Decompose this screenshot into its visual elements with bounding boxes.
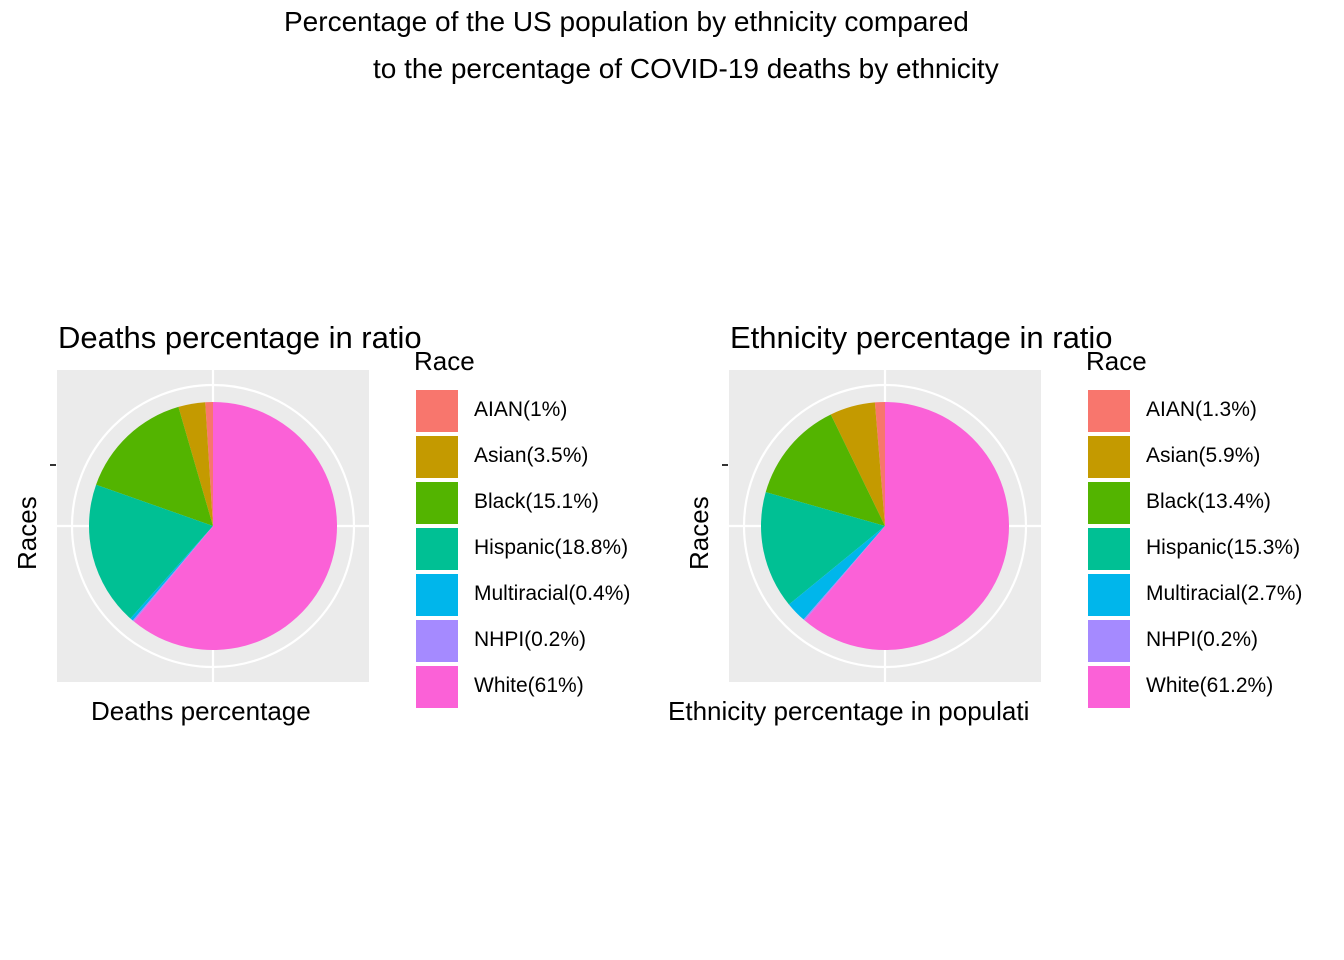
legend-label: White(61.2%) <box>1146 674 1274 697</box>
legend-swatch <box>1086 664 1132 710</box>
legend-title: Race <box>1086 346 1147 376</box>
legend-swatch <box>414 388 460 434</box>
legend-label: White(61%) <box>474 674 584 697</box>
legend-swatch <box>1086 388 1132 434</box>
legend-label: Multiracial(2.7%) <box>1146 582 1303 605</box>
pie-slice <box>130 526 213 621</box>
x-axis-label: Deaths percentage <box>91 696 311 726</box>
pie-slice <box>132 526 213 622</box>
y-axis-tick <box>722 464 728 466</box>
legend-swatch <box>1086 526 1132 572</box>
legend-swatch <box>414 480 460 526</box>
legend-label: Asian(3.5%) <box>474 444 589 467</box>
legend-swatch <box>414 572 460 618</box>
legend-swatch <box>1086 618 1132 664</box>
panel-title: Ethnicity percentage in ratio <box>730 320 1113 355</box>
y-axis-label: Races <box>684 496 714 570</box>
pie-slice <box>133 402 338 650</box>
legend-label: AIAN(1.3%) <box>1146 398 1257 421</box>
legend-label: NHPI(0.2%) <box>1146 628 1259 651</box>
pie-chart <box>57 370 369 682</box>
pie-slice <box>830 402 885 526</box>
legend-label: Multiracial(0.4%) <box>474 582 631 605</box>
y-axis-tick <box>50 464 56 466</box>
pie-slice <box>205 402 213 526</box>
figure-title-line-1: Percentage of the US population by ethni… <box>284 6 969 37</box>
pie-slice <box>178 402 213 526</box>
legend-swatch <box>1086 572 1132 618</box>
legend-swatch <box>1086 480 1132 526</box>
legend-swatch <box>1086 434 1132 480</box>
legend-label: Asian(5.9%) <box>1146 444 1261 467</box>
pie-slice <box>788 526 885 620</box>
figure-title-line-2: to the percentage of COVID-19 deaths by … <box>373 53 999 84</box>
legend-swatch <box>414 618 460 664</box>
pie-slice <box>96 406 213 526</box>
panel-title: Deaths percentage in ratio <box>58 320 422 355</box>
legend-swatch <box>414 434 460 480</box>
pie-slice <box>803 526 885 621</box>
pie-slice <box>761 492 885 605</box>
pie-slice <box>874 402 885 526</box>
legend-label: Black(13.4%) <box>1146 490 1271 513</box>
legend-label: Hispanic(15.3%) <box>1146 536 1301 559</box>
legend-swatch <box>414 664 460 710</box>
pie-slice <box>89 484 213 619</box>
legend-label: NHPI(0.2%) <box>474 628 587 651</box>
legend-label: Hispanic(18.8%) <box>474 536 629 559</box>
legend-title: Race <box>414 346 475 376</box>
pie-slice <box>765 414 885 526</box>
pie-slice <box>804 402 1009 650</box>
legend-label: AIAN(1%) <box>474 398 568 421</box>
x-axis-label: Ethnicity percentage in populati <box>668 696 1030 726</box>
pie-chart <box>729 370 1041 682</box>
legend-label: Black(15.1%) <box>474 490 599 513</box>
legend-swatch <box>414 526 460 572</box>
